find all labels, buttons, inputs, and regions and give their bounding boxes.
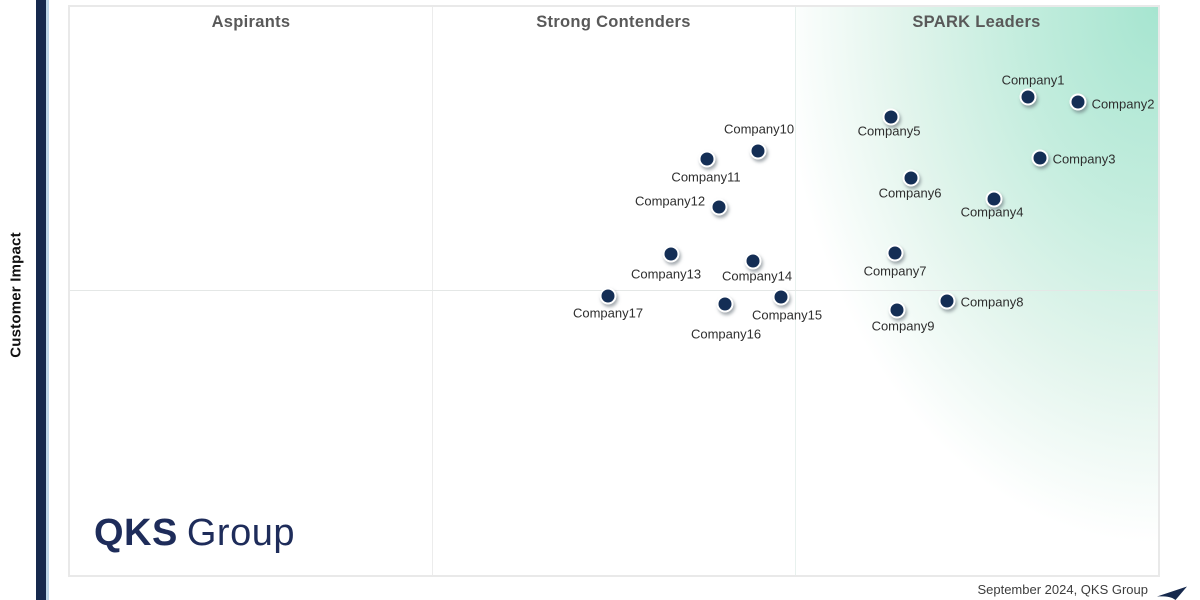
data-point-label-company17: Company17 [572, 305, 644, 321]
quadrant-title-spark-leaders: SPARK Leaders [912, 13, 1041, 31]
y-axis-bar-highlight [46, 0, 49, 600]
y-axis-bar [36, 0, 49, 600]
data-point-company16 [716, 295, 734, 313]
data-point-company15 [772, 288, 790, 306]
y-axis-label: Customer Impact [7, 232, 25, 358]
data-point-company9 [888, 301, 906, 319]
data-point-label-company14: Company14 [721, 268, 793, 284]
data-point-label-company12: Company12 [634, 193, 706, 209]
data-point-label-company4: Company4 [960, 204, 1024, 220]
data-point-label-company16: Company16 [690, 326, 762, 342]
x-axis-arrow-icon [1157, 586, 1187, 600]
data-point-company13 [662, 245, 680, 263]
data-point-company2 [1069, 93, 1087, 111]
quadrant-title-aspirants: Aspirants [211, 13, 291, 31]
data-point-company10 [749, 142, 767, 160]
qks-group-logo: QKS Group [94, 511, 295, 555]
data-point-company17 [599, 287, 617, 305]
logo-text-light: Group [186, 512, 295, 554]
data-point-label-company13: Company13 [630, 266, 702, 282]
data-point-company14 [744, 252, 762, 270]
data-point-label-company5: Company5 [857, 123, 921, 139]
data-point-label-company6: Company6 [878, 185, 942, 201]
chart-area: Aspirants Strong Contenders SPARK Leader… [68, 5, 1160, 577]
data-point-label-company2: Company2 [1091, 96, 1155, 112]
data-point-label-company8: Company8 [960, 294, 1024, 310]
data-point-company3 [1031, 149, 1049, 167]
data-point-label-company15: Company15 [751, 307, 823, 323]
data-point-company11 [698, 150, 716, 168]
data-point-label-company10: Company10 [723, 121, 795, 137]
data-point-company1 [1019, 88, 1037, 106]
data-point-company8 [938, 292, 956, 310]
data-point-label-company3: Company3 [1052, 151, 1116, 167]
date-note: September 2024, QKS Group [977, 582, 1148, 597]
data-point-company6 [902, 169, 920, 187]
data-point-label-company11: Company11 [671, 169, 741, 185]
data-point-label-company1: Company1 [1001, 72, 1065, 88]
quadrant-divider-vertical-2 [795, 7, 796, 575]
data-point-company5 [882, 108, 900, 126]
data-point-label-company7: Company7 [863, 263, 927, 279]
quadrant-title-strong-contenders: Strong Contenders [536, 13, 691, 31]
data-point-label-company9: Company9 [871, 318, 935, 334]
leaders-gradient-zone [795, 7, 1158, 575]
data-point-company7 [886, 244, 904, 262]
logo-text-bold: QKS [94, 512, 178, 554]
data-point-company12 [710, 198, 728, 216]
data-point-company4 [985, 190, 1003, 208]
quadrant-divider-vertical-1 [432, 7, 433, 575]
